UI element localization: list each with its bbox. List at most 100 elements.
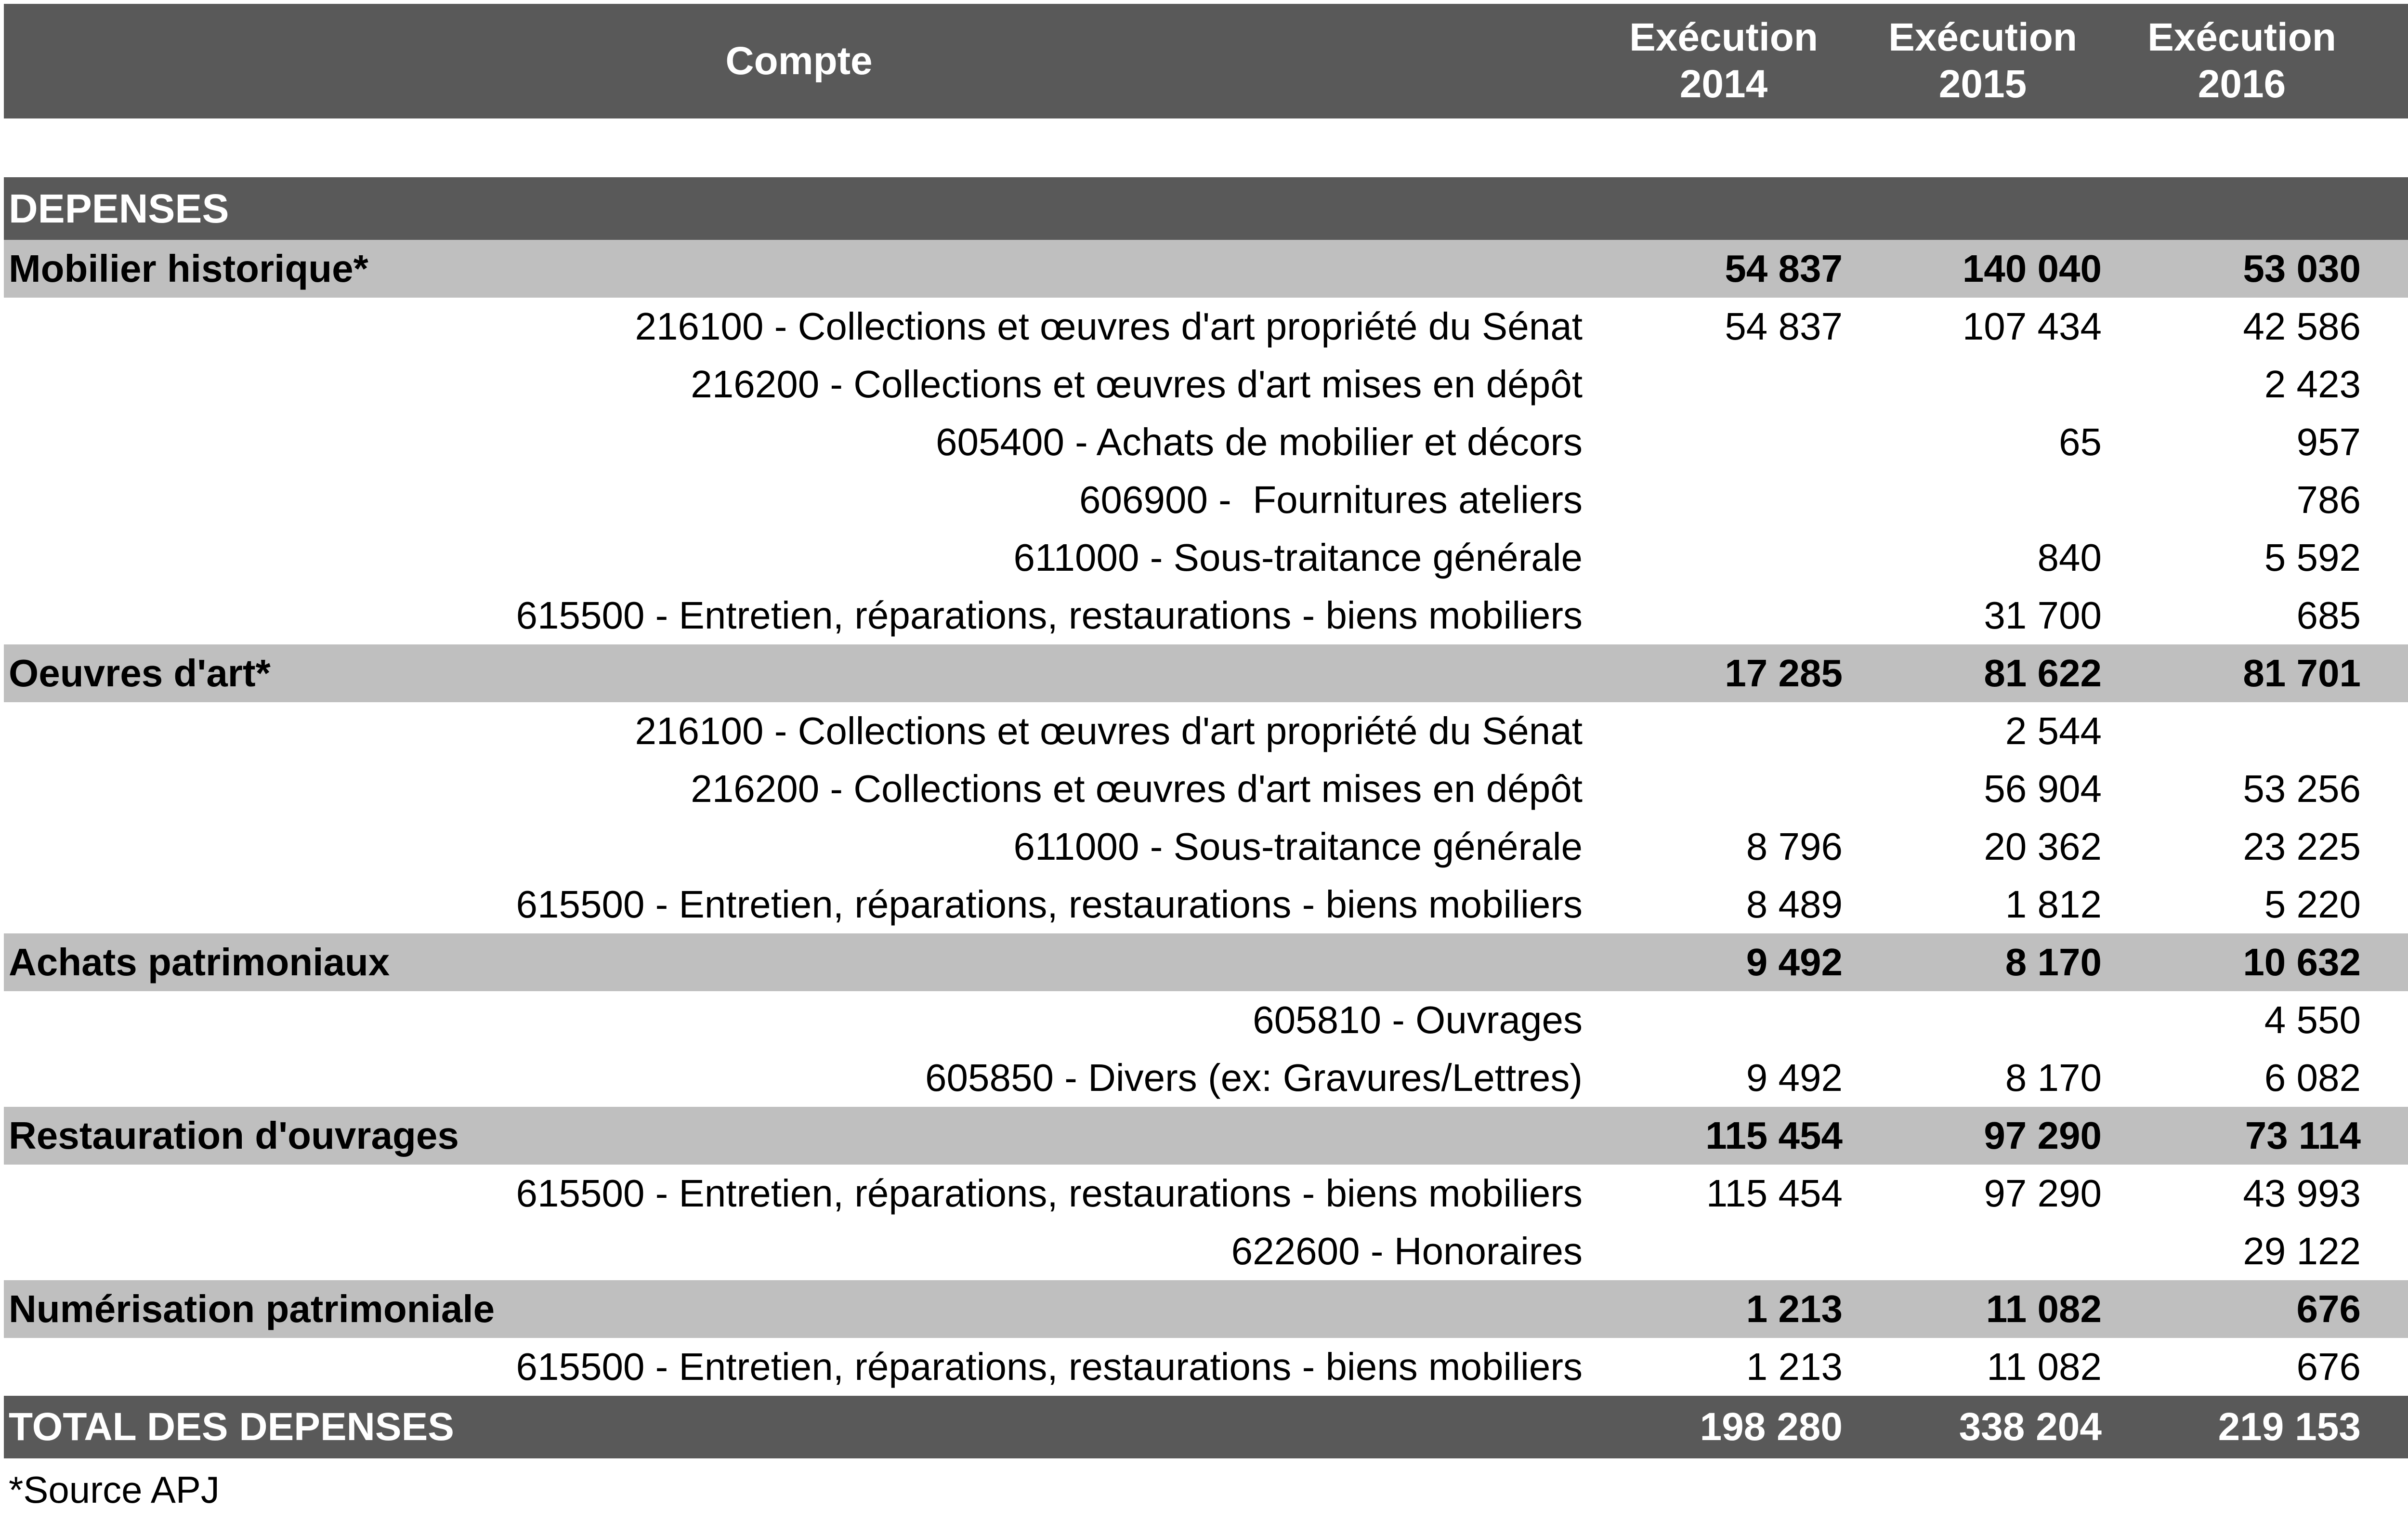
value-cell-2016: 42 586 xyxy=(2243,305,2361,348)
column-header-compte: Compte xyxy=(725,39,873,83)
value-cell-2015: 81 622 xyxy=(1984,652,2102,695)
row-label: 605810 - Ouvrages xyxy=(1253,998,1583,1041)
value-cell-2016: 4 550 xyxy=(2264,998,2361,1041)
row-label: DEPENSES xyxy=(9,185,229,231)
value-cell-2015: 1 812 xyxy=(2005,883,2102,926)
value-cell-2014: 9 492 xyxy=(1746,941,1843,983)
value-cell-2016: 5 220 xyxy=(2264,883,2361,926)
account-row: 615500 - Entretien, réparations, restaur… xyxy=(4,587,2408,644)
row-label: 622600 - Honoraires xyxy=(1231,1230,1583,1272)
value-cell-2017 xyxy=(2371,991,2408,1049)
value-cell-2016: 6 082 xyxy=(2264,1056,2361,1099)
value-cell-2016: 685 xyxy=(2296,594,2361,637)
value-cell-2015 xyxy=(1853,471,2112,529)
row-label: Mobilier historique* xyxy=(9,247,368,290)
value-cell-2014: 1 213 xyxy=(1746,1287,1843,1330)
account-row: 605850 - Divers (ex: Gravures/Lettres) 9 … xyxy=(4,1049,2408,1107)
value-cell-2014: 115 454 xyxy=(1706,1172,1843,1215)
value-cell-2014 xyxy=(1594,1222,1853,1280)
account-row: 216100 - Collections et œuvres d'art pro… xyxy=(4,702,2408,760)
value-cell-2015: 840 xyxy=(2037,536,2102,579)
row-label: 615500 - Entretien, réparations, restaur… xyxy=(516,1172,1583,1215)
column-header-year-2017: Exécution 2017 xyxy=(2371,4,2408,118)
value-cell-2017: 27 883 xyxy=(2371,1222,2408,1280)
value-cell-2017 xyxy=(2371,413,2408,471)
row-label: 615500 - Entretien, réparations, restaur… xyxy=(516,883,1583,926)
value-cell-2014 xyxy=(1594,471,1853,529)
value-cell-2014: 198 280 xyxy=(1700,1405,1843,1449)
value-cell-2015: 338 204 xyxy=(1959,1405,2102,1449)
value-cell-2016 xyxy=(2112,702,2371,760)
row-label: 611000 - Sous-traitance générale xyxy=(1013,825,1583,868)
account-row: 611000 - Sous-traitance générale 840 5 592 xyxy=(4,529,2408,587)
value-cell-2017: 2 474 xyxy=(2371,933,2408,991)
value-cell-2015: 11 082 xyxy=(1987,1345,2102,1388)
value-cell-2017: 49 233 xyxy=(2371,298,2408,355)
table-header-row: Compte Exécution 2014 Exécution 2015 Exécu… xyxy=(4,4,2408,118)
value-cell-2014 xyxy=(1594,177,1853,240)
row-label: 606900 - Fournitures ateliers xyxy=(1079,478,1583,521)
value-cell-2014: 17 285 xyxy=(1725,652,1843,695)
value-cell-2016: 5 592 xyxy=(2264,536,2361,579)
account-row: 615500 - Entretien, réparations, restaur… xyxy=(4,876,2408,933)
account-row: 611000 - Sous-traitance générale 8 796 20 … xyxy=(4,818,2408,876)
value-cell-2014 xyxy=(1594,529,1853,587)
account-row: 606900 - Fournitures ateliers 786 xyxy=(4,471,2408,529)
value-cell-2016: 73 114 xyxy=(2245,1114,2361,1157)
value-cell-2014 xyxy=(1594,413,1853,471)
value-cell-2015: 8 170 xyxy=(2005,1056,2102,1099)
value-cell-2015 xyxy=(1853,355,2112,413)
row-label: 605850 - Divers (ex: Gravures/Lettres) xyxy=(925,1056,1583,1099)
value-cell-2015: 107 434 xyxy=(1962,305,2102,348)
value-cell-2017 xyxy=(2371,177,2408,240)
value-cell-2015: 65 xyxy=(2059,420,2102,463)
value-cell-2014 xyxy=(1594,702,1853,760)
value-cell-2017: 56 406 xyxy=(2371,240,2408,298)
value-cell-2017 xyxy=(2371,702,2408,760)
value-cell-2016: 2 423 xyxy=(2264,363,2361,406)
value-cell-2017: 5 294 xyxy=(2371,1280,2408,1338)
row-label: 216100 - Collections et œuvres d'art pro… xyxy=(635,305,1583,348)
value-cell-2014: 54 837 xyxy=(1725,247,1843,290)
section-row: Achats patrimoniaux 9 492 8 170 10 632 2 474… xyxy=(4,933,2408,991)
value-cell-2014 xyxy=(1594,587,1853,644)
value-cell-2016: 957 xyxy=(2296,420,2361,463)
row-label: Achats patrimoniaux xyxy=(9,941,390,983)
value-cell-2014 xyxy=(1594,760,1853,818)
value-cell-2017 xyxy=(2371,355,2408,413)
value-cell-2017 xyxy=(2371,471,2408,529)
value-cell-2016 xyxy=(2112,177,2371,240)
section-row: Mobilier historique* 54 837 140 040 53 0305… xyxy=(4,240,2408,298)
account-row: 605810 - Ouvrages 4 550 xyxy=(4,991,2408,1049)
value-cell-2015 xyxy=(1853,991,2112,1049)
account-row: 216200 - Collections et œuvres d'art mis… xyxy=(4,760,2408,818)
value-cell-2017 xyxy=(2371,529,2408,587)
total-row: TOTAL DES DEPENSES 198 280 338 204 219 1531… xyxy=(4,1396,2408,1458)
value-cell-2014 xyxy=(1594,355,1853,413)
value-cell-2015: 20 362 xyxy=(1984,825,2102,868)
value-cell-2014: 1 213 xyxy=(1746,1345,1843,1388)
value-cell-2015 xyxy=(1853,1222,2112,1280)
value-cell-2016: 53 256 xyxy=(2243,767,2361,810)
source-note: *Source APJ xyxy=(4,1458,2408,1521)
account-row: 216200 - Collections et œuvres d'art mis… xyxy=(4,355,2408,413)
value-cell-2014 xyxy=(1594,991,1853,1049)
spacer-row xyxy=(4,118,2408,177)
section-row: Restauration d'ouvrages 115 454 97 290 73 1… xyxy=(4,1107,2408,1165)
value-cell-2017: 7 173 xyxy=(2371,587,2408,644)
row-label: 216100 - Collections et œuvres d'art pro… xyxy=(635,709,1583,752)
row-label: 615500 - Entretien, réparations, restaur… xyxy=(516,1345,1583,1388)
value-cell-2016: 10 632 xyxy=(2243,941,2361,983)
value-cell-2017: 2 474 xyxy=(2371,1049,2408,1107)
value-cell-2014: 9 492 xyxy=(1746,1056,1843,1099)
row-label: 216200 - Collections et œuvres d'art mis… xyxy=(691,363,1583,406)
row-label: 611000 - Sous-traitance générale xyxy=(1013,536,1583,579)
value-cell-2016: 29 122 xyxy=(2243,1230,2361,1272)
account-row: 615500 - Entretien, réparations, restaur… xyxy=(4,1165,2408,1222)
value-cell-2015: 97 290 xyxy=(1984,1172,2102,1215)
account-row: 605400 - Achats de mobilier et décors 65 9… xyxy=(4,413,2408,471)
value-cell-2015: 97 290 xyxy=(1984,1114,2102,1157)
value-cell-2017: 63 357 xyxy=(2371,1107,2408,1165)
